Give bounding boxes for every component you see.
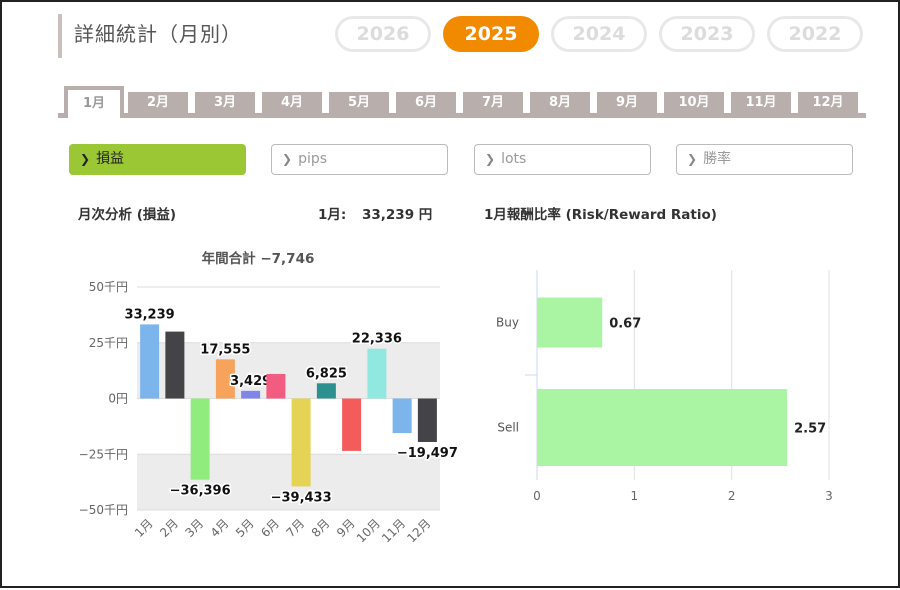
x-tick-label: 8月 <box>309 516 333 540</box>
chevron-right-icon: ❯ <box>687 152 698 166</box>
y-tick-label: Buy <box>496 316 519 330</box>
data-label: 3,429 <box>230 374 271 389</box>
bar <box>241 390 261 399</box>
bar <box>537 389 788 466</box>
bar <box>367 348 387 399</box>
chevron-right-icon: ❯ <box>485 152 496 166</box>
metric-label: lots <box>501 151 527 167</box>
x-tick-label: 6月 <box>258 516 282 540</box>
left-panel-title: 月次分析 (損益) <box>78 207 177 223</box>
month-tab-12[interactable]: 12月 <box>798 92 858 114</box>
y-tick-label: −25千円 <box>79 447 128 461</box>
year-tab-2024[interactable]: 2024 <box>551 16 647 52</box>
y-tick-label: Sell <box>497 421 519 435</box>
data-label: 2.57 <box>794 422 826 437</box>
metric-button-profit[interactable]: ❯ 損益 <box>69 144 246 175</box>
month-tab-8[interactable]: 8月 <box>530 92 590 114</box>
x-tick-label: 4月 <box>208 516 232 540</box>
metric-label: 勝率 <box>703 151 732 167</box>
bar <box>266 373 286 399</box>
bar <box>291 398 311 487</box>
x-tick-label: 0 <box>533 489 541 503</box>
x-tick-label: 3 <box>825 489 833 503</box>
data-label: 17,555 <box>200 342 250 357</box>
bar <box>215 359 235 399</box>
summary-label: 1月: <box>318 207 347 223</box>
month-tabs: 1月 2月 3月 4月 5月 6月 7月 8月 9月 10月 11月 12月 <box>58 86 866 118</box>
x-tick-label: 10月 <box>354 516 383 545</box>
metric-button-winrate[interactable]: ❯ 勝率 <box>676 144 853 175</box>
metric-button-pips[interactable]: ❯ pips <box>271 144 448 175</box>
metric-label: pips <box>298 151 328 167</box>
bar <box>140 324 160 399</box>
data-label: 6,825 <box>306 366 347 381</box>
x-tick-label: 7月 <box>283 516 307 540</box>
x-tick-label: 2月 <box>157 516 181 540</box>
summary-value: 33,239 円 <box>362 207 433 223</box>
chevron-right-icon: ❯ <box>282 152 293 166</box>
month-tab-11[interactable]: 11月 <box>731 92 791 114</box>
year-tab-2023[interactable]: 2023 <box>659 16 755 52</box>
bar <box>417 398 437 442</box>
plot-band <box>137 454 440 510</box>
data-label: 33,239 <box>125 307 175 322</box>
month-tab-2[interactable]: 2月 <box>128 92 188 114</box>
y-tick-label: −50千円 <box>79 503 128 517</box>
year-tab-2025[interactable]: 2025 <box>443 16 539 52</box>
plot-band <box>137 342 440 399</box>
month-tab-7[interactable]: 7月 <box>463 92 523 114</box>
x-tick-label: 12月 <box>404 516 433 545</box>
data-label: −36,396 <box>170 484 231 499</box>
bar <box>165 331 185 399</box>
right-panel-title: 1月報酬比率 (Risk/Reward Ratio) <box>484 207 717 223</box>
metric-label: 損益 <box>96 151 125 167</box>
y-tick-label: 0円 <box>108 392 128 406</box>
year-tabs: 2026 2025 2024 2023 2022 <box>335 16 863 52</box>
metric-button-lots[interactable]: ❯ lots <box>474 144 651 175</box>
month-tab-10[interactable]: 10月 <box>664 92 724 114</box>
page-title: 詳細統計（月別） <box>58 14 242 58</box>
bar <box>342 398 362 451</box>
x-tick-label: 9月 <box>334 516 358 540</box>
data-label: −19,497 <box>397 446 458 461</box>
month-tab-5[interactable]: 5月 <box>329 92 389 114</box>
month-tab-4[interactable]: 4月 <box>262 92 322 114</box>
chart-title: 年間合計 −7,746 <box>202 250 315 267</box>
x-tick-label: 2 <box>728 489 736 503</box>
bar <box>392 398 412 434</box>
y-tick-label: 50千円 <box>89 280 128 294</box>
month-tab-1[interactable]: 1月 <box>64 86 124 118</box>
bar <box>190 398 210 480</box>
month-tab-3[interactable]: 3月 <box>195 92 255 114</box>
bar <box>316 383 336 399</box>
data-label: 22,336 <box>352 332 402 347</box>
month-tab-6[interactable]: 6月 <box>396 92 456 114</box>
data-label: 0.67 <box>609 317 641 332</box>
data-label: −39,433 <box>271 490 332 505</box>
y-tick-label: 25千円 <box>89 336 128 350</box>
month-tab-9[interactable]: 9月 <box>597 92 657 114</box>
x-tick-label: 3月 <box>182 516 206 540</box>
bar <box>537 297 603 348</box>
year-tab-2026[interactable]: 2026 <box>335 16 431 52</box>
x-tick-label: 1月 <box>132 516 156 540</box>
x-tick-label: 1 <box>631 489 639 503</box>
x-tick-label: 11月 <box>379 516 408 545</box>
x-tick-label: 5月 <box>233 516 257 540</box>
chevron-right-icon: ❯ <box>80 152 91 166</box>
year-tab-2022[interactable]: 2022 <box>767 16 863 52</box>
